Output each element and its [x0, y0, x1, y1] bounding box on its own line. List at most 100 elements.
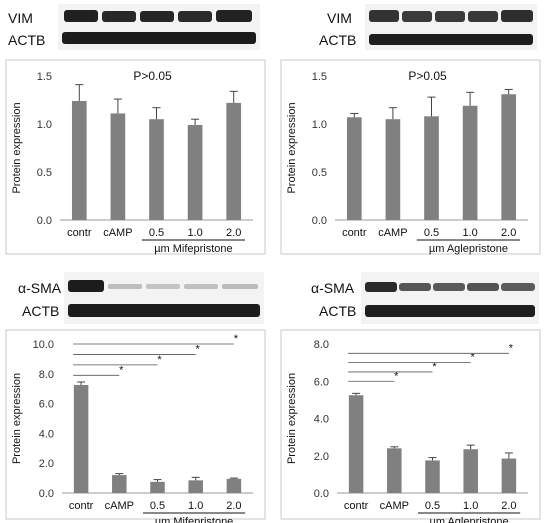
x-tick-label: cAMP	[378, 227, 407, 239]
western-blot-image	[361, 272, 539, 324]
y-axis-label: Protein expression	[286, 373, 298, 464]
significance-mark: *	[196, 343, 201, 355]
panel-top-left: VIM ACTB Protein expression 0.0 0.5 1.0 1.5 c…	[0, 0, 275, 260]
bar	[187, 124, 203, 220]
x-tick-label: 1.0	[462, 227, 477, 239]
x-tick-label: 0.5	[149, 227, 164, 239]
chart-frame	[5, 329, 266, 520]
bar	[226, 478, 242, 493]
y-tick-label: 6.0	[314, 376, 329, 388]
bar	[501, 458, 517, 493]
x-tick-label: cAMP	[105, 500, 134, 512]
blot-label-2: ACTB	[319, 303, 357, 319]
bar	[110, 113, 126, 220]
bar	[387, 448, 402, 493]
p-value-annotation: P>0.05	[133, 69, 172, 83]
blot-label-2: ACTB	[319, 32, 357, 48]
y-tick-label: 0.0	[37, 215, 52, 227]
y-axis-label: Protein expression	[11, 102, 23, 193]
bar	[385, 119, 401, 220]
western-blot-image	[58, 4, 260, 50]
x-tick-label: 0.5	[425, 500, 440, 512]
significance-mark: *	[394, 370, 399, 382]
x-axis-label: µm Mifepristone	[155, 516, 233, 523]
chart-frame	[5, 59, 266, 255]
y-tick-label: 10.0	[33, 339, 54, 351]
x-tick-label: contr	[342, 227, 367, 239]
western-blot-image	[365, 4, 537, 50]
y-tick-label: 4.0	[314, 414, 329, 426]
y-tick-label: 4.0	[39, 428, 54, 440]
significance-mark: *	[509, 342, 514, 354]
x-tick-label: 1.0	[463, 500, 478, 512]
y-tick-label: 2.0	[39, 458, 54, 470]
x-tick-label: 1.0	[187, 227, 202, 239]
bar	[149, 119, 164, 220]
x-tick-label: contr	[69, 500, 94, 512]
blot-bands	[365, 282, 535, 317]
y-tick-label: 6.0	[39, 399, 54, 411]
panel-bottom-right: α-SMA ACTB Protein expression 0.0 2.0 4.0 6.…	[275, 262, 550, 523]
x-tick-label: 2.0	[501, 227, 516, 239]
x-tick-label: 2.0	[226, 500, 241, 512]
x-tick-label: 0.5	[150, 500, 165, 512]
x-tick-label: 1.0	[188, 500, 203, 512]
bar	[226, 102, 242, 220]
blot-label-1: VIM	[8, 10, 33, 26]
blot-label-1: α-SMA	[311, 280, 355, 296]
bar	[425, 460, 440, 493]
chart-frame	[280, 329, 541, 520]
y-tick-label: 8.0	[39, 369, 54, 381]
significance-mark: *	[157, 354, 162, 366]
y-tick-label: 0.5	[312, 167, 327, 179]
blot-bands	[68, 280, 260, 317]
bar	[73, 384, 89, 493]
blot-label-1: α-SMA	[18, 280, 62, 296]
blot-label-1: VIM	[327, 10, 352, 26]
bar-chart: Protein expression 0.0 2.0 4.0 6.0 8.0 contr cA…	[280, 329, 541, 523]
y-axis-label: Protein expression	[286, 102, 298, 193]
x-axis-label: µm Mifepristone	[154, 243, 232, 255]
bar	[463, 449, 478, 493]
panel-bottom-left: α-SMA ACTB Protein expression 0.0 2.0 4.0 6.…	[0, 262, 275, 523]
bar	[501, 94, 517, 220]
bar	[348, 395, 364, 493]
y-axis-label: Protein expression	[11, 373, 23, 464]
p-value-annotation: P>0.05	[408, 69, 447, 83]
western-blot-image	[64, 272, 264, 324]
y-tick-label: 0.5	[37, 167, 52, 179]
significance-mark: *	[471, 352, 476, 364]
x-tick-label: contr	[67, 227, 92, 239]
y-tick-label: 0.0	[312, 215, 327, 227]
x-axis-label: µm Aglepristone	[429, 243, 508, 255]
y-tick-label: 1.5	[312, 71, 327, 83]
y-tick-label: 0.0	[39, 488, 54, 500]
blot-bands	[62, 10, 256, 44]
chart-frame	[280, 59, 541, 255]
y-tick-label: 1.0	[37, 119, 52, 131]
blot-label-2: ACTB	[8, 32, 46, 48]
significance-mark: *	[234, 333, 239, 345]
y-tick-label: 2.0	[314, 451, 329, 463]
bar	[424, 116, 439, 220]
bar	[188, 480, 203, 493]
bar-chart: Protein expression 0.0 2.0 4.0 6.0 8.0 10.0 con…	[5, 329, 266, 523]
y-tick-label: 1.0	[312, 119, 327, 131]
y-tick-label: 8.0	[314, 339, 329, 351]
blot-label-2: ACTB	[22, 303, 60, 319]
panel-top-right: VIM ACTB Protein expression 0.0 0.5 1.0 1.5 c…	[275, 0, 550, 260]
x-tick-label: contr	[344, 500, 369, 512]
bar	[112, 475, 127, 493]
blot-bands	[369, 10, 533, 45]
x-tick-label: 0.5	[424, 227, 439, 239]
x-tick-label: cAMP	[103, 227, 132, 239]
x-tick-label: cAMP	[380, 500, 409, 512]
significance-mark: *	[119, 364, 124, 376]
bar	[462, 105, 478, 220]
x-tick-label: 2.0	[226, 227, 241, 239]
x-axis-label: µm Aglepristone	[430, 516, 509, 523]
bar	[71, 100, 87, 220]
bar-chart: Protein expression 0.0 0.5 1.0 1.5 contr cAMP 0…	[5, 59, 266, 255]
x-tick-label: 2.0	[501, 500, 516, 512]
bar-chart: Protein expression 0.0 0.5 1.0 1.5 contr cAMP 0…	[280, 59, 541, 255]
